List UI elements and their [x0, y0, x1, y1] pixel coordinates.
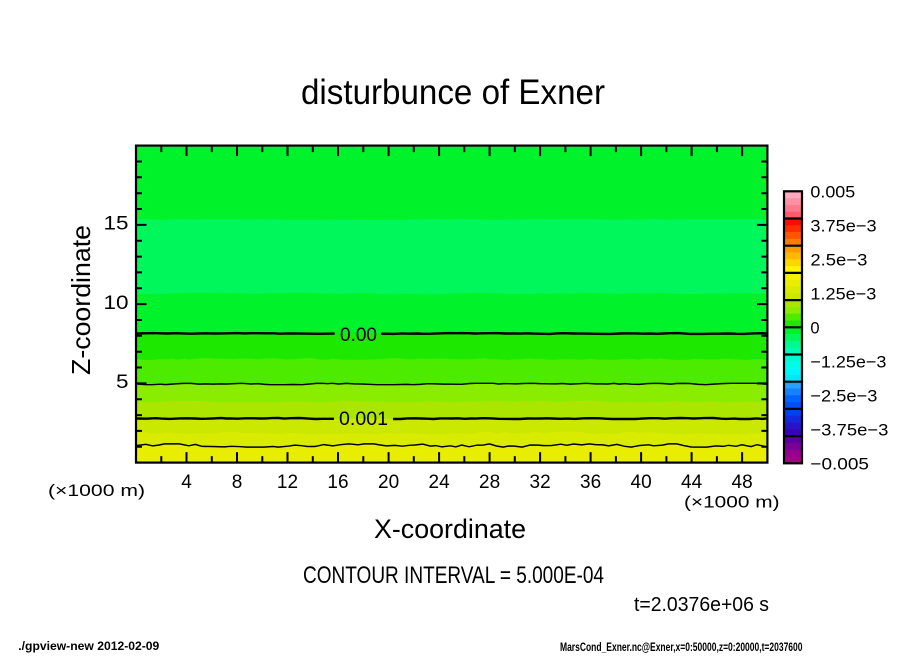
svg-text:1.25e−3: 1.25e−3: [810, 285, 876, 304]
svg-text:−0.005: −0.005: [810, 455, 869, 474]
svg-text:20: 20: [378, 472, 399, 493]
svg-text:0: 0: [810, 319, 819, 338]
svg-text:−1.25e−3: −1.25e−3: [810, 353, 886, 372]
svg-text:16: 16: [327, 472, 348, 493]
svg-text:MarsCond_Exner.nc@Exner,x=0:50: MarsCond_Exner.nc@Exner,x=0:50000,z=0:20…: [560, 640, 803, 654]
svg-text:CONTOUR INTERVAL = 5.000E-04: CONTOUR INTERVAL = 5.000E-04: [303, 562, 604, 589]
svg-text:0.00: 0.00: [340, 324, 377, 346]
svg-text:8: 8: [232, 472, 243, 493]
svg-text:./gpview-new 2012-02-09: ./gpview-new 2012-02-09: [18, 641, 159, 653]
svg-text:(×1000 m): (×1000 m): [48, 481, 145, 500]
svg-text:(×1000 m): (×1000 m): [684, 493, 780, 512]
svg-text:32: 32: [530, 472, 551, 493]
svg-text:40: 40: [631, 472, 652, 493]
svg-text:10: 10: [104, 293, 129, 314]
svg-text:X-coordinate: X-coordinate: [374, 514, 526, 544]
svg-text:2.5e−3: 2.5e−3: [810, 251, 867, 270]
svg-text:15: 15: [104, 214, 129, 235]
svg-text:24: 24: [429, 472, 451, 493]
svg-text:48: 48: [732, 472, 753, 493]
svg-text:disturbunce of Exner: disturbunce of Exner: [301, 73, 605, 112]
svg-text:44: 44: [681, 472, 703, 493]
svg-text:Z-coordinate: Z-coordinate: [66, 225, 96, 375]
svg-text:4: 4: [181, 472, 192, 493]
svg-text:0.005: 0.005: [810, 183, 855, 202]
svg-text:12: 12: [277, 472, 298, 493]
svg-text:t=2.0376e+06 s: t=2.0376e+06 s: [634, 594, 769, 616]
svg-text:0.001: 0.001: [339, 408, 388, 430]
svg-text:−3.75e−3: −3.75e−3: [810, 421, 888, 440]
svg-text:5: 5: [116, 372, 129, 393]
svg-text:36: 36: [580, 472, 601, 493]
svg-text:28: 28: [479, 472, 500, 493]
svg-text:3.75e−3: 3.75e−3: [810, 217, 876, 236]
svg-text:−2.5e−3: −2.5e−3: [810, 387, 877, 406]
